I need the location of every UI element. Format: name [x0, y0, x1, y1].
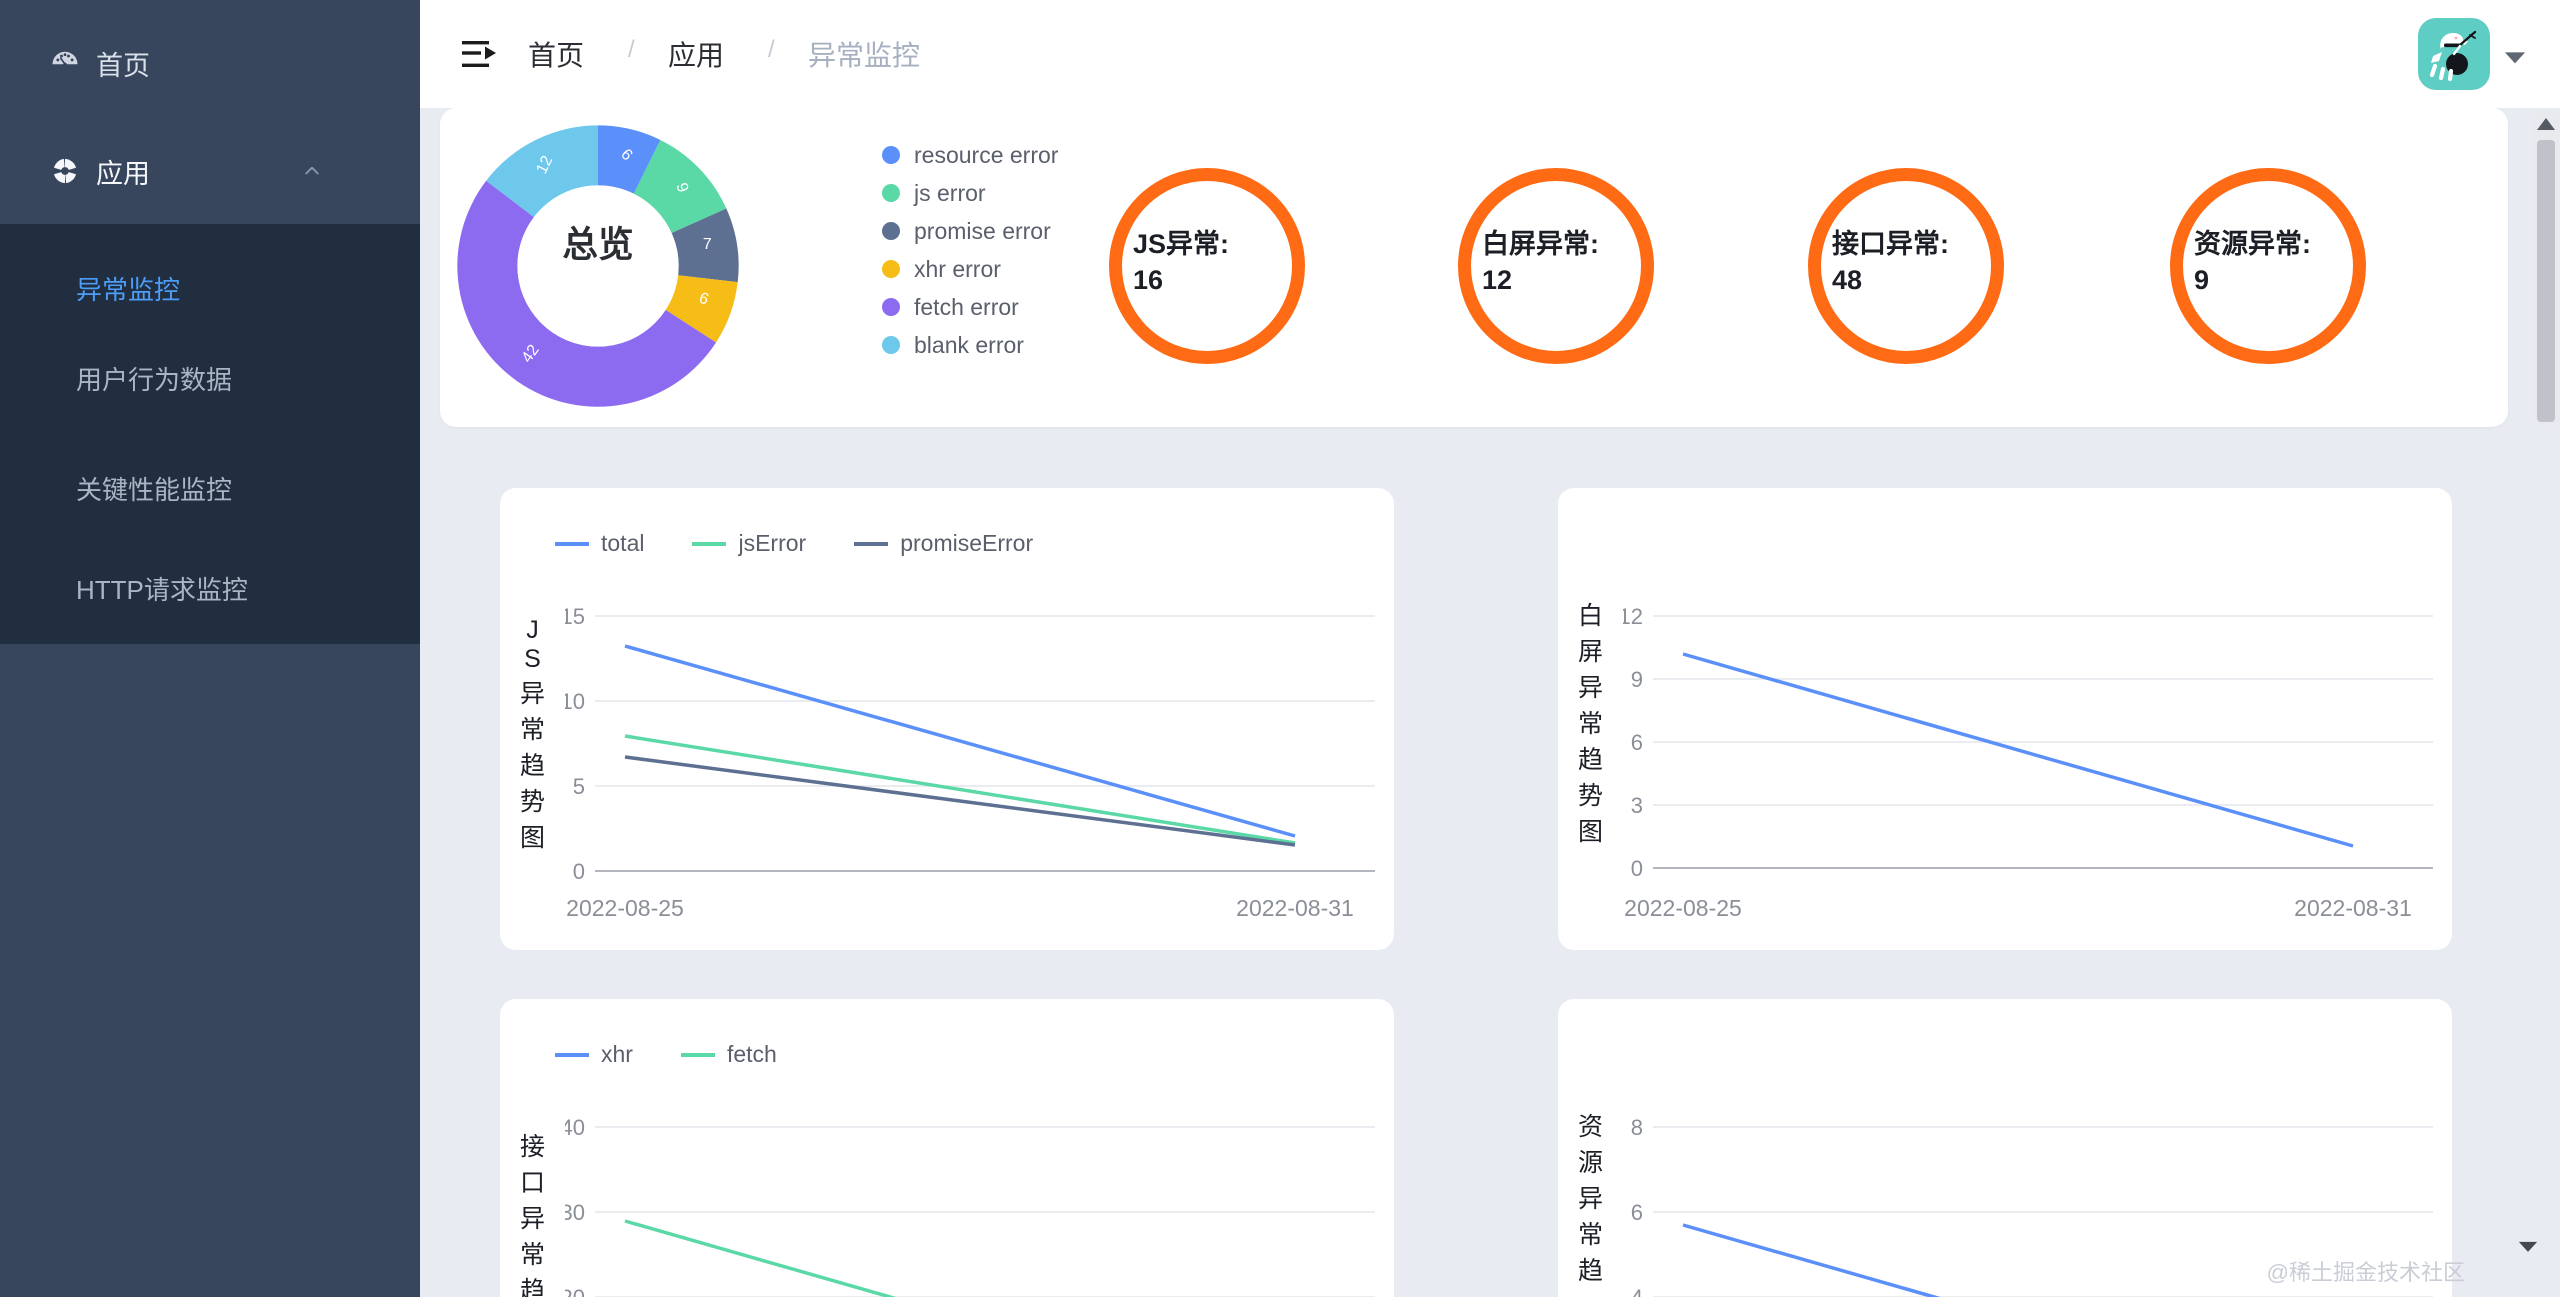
svg-text:0: 0: [1631, 856, 1643, 881]
svg-text:2022-08-25: 2022-08-25: [566, 895, 684, 921]
svg-text:2022-08-31: 2022-08-31: [2294, 895, 2412, 921]
svg-text:20: 20: [565, 1285, 585, 1297]
svg-text:9: 9: [1631, 667, 1643, 692]
svg-text:0: 0: [573, 859, 585, 884]
svg-text:2022-08-31: 2022-08-31: [1236, 895, 1354, 921]
svg-text:2022-08-25: 2022-08-25: [1624, 895, 1742, 921]
svg-text:7: 7: [703, 236, 712, 253]
svg-text:5: 5: [573, 774, 585, 799]
svg-text:总览: 总览: [562, 225, 633, 265]
svg-text:40: 40: [565, 1117, 585, 1140]
svg-text:8: 8: [1631, 1117, 1643, 1140]
svg-text:10: 10: [565, 689, 585, 714]
svg-text:12: 12: [1623, 606, 1643, 629]
svg-text:3: 3: [1631, 793, 1643, 818]
svg-text:30: 30: [565, 1200, 585, 1225]
svg-text:4: 4: [1631, 1285, 1643, 1297]
svg-text:15: 15: [565, 606, 585, 629]
svg-text:6: 6: [1631, 730, 1643, 755]
svg-text:6: 6: [1631, 1200, 1643, 1225]
